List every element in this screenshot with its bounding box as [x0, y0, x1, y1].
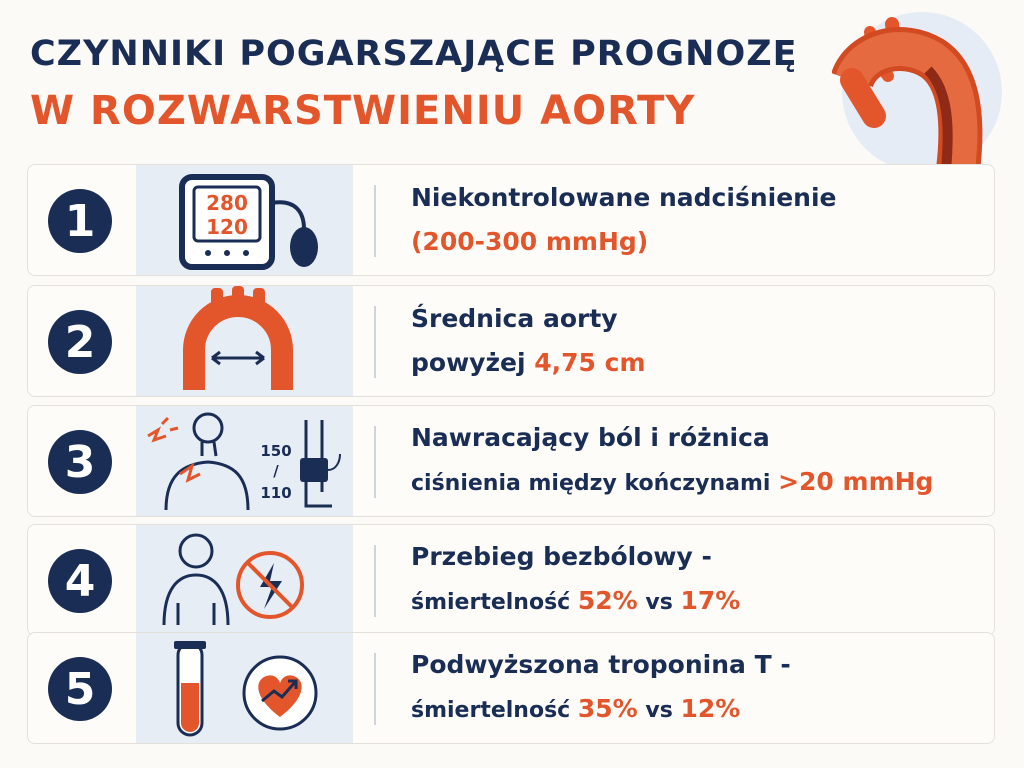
factor-highlight-2: 12% [680, 694, 741, 723]
factor-highlight: 52% [577, 586, 638, 615]
factor-detail: śmiertelność [411, 590, 578, 615]
divider [374, 653, 376, 725]
aorta-illustration-icon [832, 12, 1002, 170]
factor-row-2: 2 Średnica aorty powyżej 4,75 cm [27, 285, 995, 397]
factor-highlight-2: 17% [680, 586, 741, 615]
troponin-test-tube-heart-icon [174, 641, 318, 737]
factor-number: 1 [48, 189, 112, 253]
factor-highlight: >20 mmHg [778, 467, 934, 496]
factor-row-5: 5 Podwyższona troponina T - śmiertelność… [27, 632, 995, 744]
factor-text: Niekontrolowane nadciśnienie (200-300 mm… [411, 165, 836, 275]
factor-title: Niekontrolowane nadciśnienie [411, 183, 837, 212]
blood-pressure-monitor-icon: 280 120 [179, 174, 318, 270]
factor-vs: vs [637, 698, 681, 723]
factor-text: Średnica aorty powyżej 4,75 cm [411, 286, 646, 396]
bp-separator: / [273, 462, 279, 480]
factor-icon-panel: 150 / 110 [136, 406, 353, 516]
divider [374, 426, 376, 498]
factor-icon-panel [136, 286, 353, 396]
factor-icon-panel: 280 120 [136, 165, 353, 275]
painless-no-pain-icon [162, 533, 304, 626]
factor-title: Podwyższona troponina T - [411, 650, 791, 679]
factor-text: Nawracający ból i różnica ciśnienia międ… [411, 406, 933, 516]
factor-vs: vs [637, 590, 681, 615]
factor-detail: śmiertelność [411, 698, 578, 723]
factor-number: 3 [48, 430, 112, 494]
page-subtitle: W ROZWARSTWIENIU AORTY [30, 88, 696, 134]
factor-detail: ciśnienia między kończynami [411, 471, 779, 496]
factor-title: Średnica aorty [411, 304, 618, 333]
bp-bottom-value: 110 [260, 484, 291, 502]
factor-icon-panel [136, 633, 353, 743]
monitor-diastolic: 120 [206, 215, 248, 239]
aortic-arch-diameter-icon [183, 286, 293, 390]
factor-row-3: 3 150 / 110 Nawracający ból i różnica ci… [27, 405, 995, 517]
divider [374, 185, 376, 257]
chest-pain-and-limb-cuff-icon: 150 / 110 [147, 412, 341, 511]
bp-top-value: 150 [260, 442, 291, 460]
factor-title: Nawracający ból i różnica [411, 423, 770, 452]
factor-number: 5 [48, 657, 112, 721]
monitor-systolic: 280 [206, 191, 248, 215]
factor-icon-panel [136, 525, 353, 635]
divider [374, 545, 376, 617]
factor-text: Przebieg bezbólowy - śmiertelność 52% vs… [411, 525, 740, 635]
factor-title: Przebieg bezbólowy - [411, 542, 712, 571]
factor-number: 4 [48, 549, 112, 613]
factor-highlight: (200-300 mmHg) [411, 227, 649, 256]
factor-text: Podwyższona troponina T - śmiertelność 3… [411, 633, 791, 743]
factor-row-1: 1 280 120 Niekontrolowane nadciśnienie (… [27, 164, 995, 276]
factor-number: 2 [48, 310, 112, 374]
factor-row-4: 4 Przebieg bezbólowy - śmiertelność 52% … [27, 524, 995, 636]
factor-highlight: 35% [577, 694, 638, 723]
factor-highlight: 4,75 cm [534, 348, 646, 377]
divider [374, 306, 376, 378]
page-title: CZYNNIKI POGARSZAJĄCE PROGNOZĘ [30, 34, 798, 74]
factor-detail: powyżej [411, 348, 535, 377]
